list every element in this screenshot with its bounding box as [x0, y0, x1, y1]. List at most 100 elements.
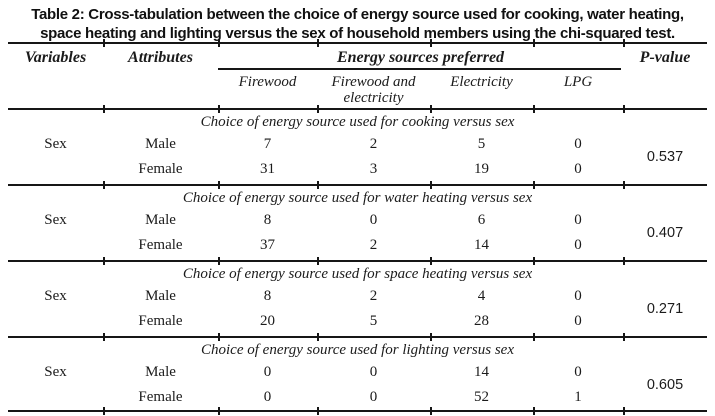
cell-value: 37 [260, 237, 275, 253]
col-header-p-value: P-value [639, 49, 691, 66]
column-tick [218, 407, 220, 415]
section-caption: Choice of energy source used for cooking… [200, 114, 515, 130]
section-lighting: Choice of energy source used for lightin… [8, 338, 707, 410]
section-cooking: Choice of energy source used for cooking… [8, 110, 707, 182]
column-tick [533, 257, 535, 265]
column-tick [103, 105, 105, 113]
column-tick [218, 257, 220, 265]
table-row: Female 0 0 52 1 [8, 385, 707, 410]
variable-label: Sex [44, 136, 67, 152]
rule-under-header [8, 105, 707, 113]
cell-value: 0 [369, 212, 378, 228]
column-tick [430, 105, 432, 113]
table-row: Sex Male 0 0 14 0 [8, 360, 707, 385]
cell-value: 0 [574, 313, 582, 329]
column-tick [317, 181, 319, 189]
cell-value: 5 [477, 136, 486, 152]
section-caption: Choice of energy source used for water h… [182, 190, 533, 206]
column-tick [218, 333, 220, 341]
cell-value: 0 [574, 288, 582, 304]
cell-value: 20 [260, 313, 275, 329]
cell-value: 0 [574, 212, 582, 228]
cell-value: 2 [369, 288, 378, 304]
section-caption: Choice of energy source used for lightin… [201, 342, 514, 358]
column-tick [218, 105, 220, 113]
cell-value: 14 [474, 237, 489, 253]
cell-value: 2 [369, 237, 378, 253]
cell-value: 31 [260, 161, 275, 177]
column-tick [218, 181, 220, 189]
row-label-male: Male [145, 212, 176, 228]
rule-top [8, 39, 707, 47]
column-tick [218, 39, 220, 47]
rule-section-1 [8, 181, 707, 189]
cell-value: 0 [263, 389, 272, 405]
table-caption: Table 2: Cross-tabulation between the ch… [0, 5, 715, 43]
header-row: Variables Attributes Energy sources pref… [8, 47, 707, 69]
col-header-attributes: Attributes [128, 49, 193, 66]
table-row: Sex Male 8 2 4 0 [8, 284, 707, 309]
rule-section-2 [8, 257, 707, 265]
cell-value: 0 [369, 389, 378, 405]
column-tick [430, 333, 432, 341]
section-caption: Choice of energy source used for space h… [182, 266, 533, 282]
row-label-female: Female [138, 313, 183, 329]
row-label-female: Female [138, 389, 183, 405]
column-tick [103, 39, 105, 47]
column-tick [533, 39, 535, 47]
energy-group-underline [218, 68, 621, 70]
rule-section-3 [8, 333, 707, 341]
cell-value: 0 [574, 136, 582, 152]
column-tick [430, 39, 432, 47]
cell-value: 0 [574, 364, 582, 380]
cell-value: 8 [263, 212, 272, 228]
table-row: Sex Male 8 0 6 0 [8, 208, 707, 233]
column-tick [103, 333, 105, 341]
column-tick [430, 181, 432, 189]
column-tick [533, 105, 535, 113]
col-header-electricity: Electricity [450, 74, 513, 90]
cell-value: 7 [263, 136, 272, 152]
column-tick [623, 105, 625, 113]
p-value: 0.537 [646, 149, 684, 165]
cell-value: 0 [369, 364, 378, 380]
row-label-female: Female [138, 161, 183, 177]
column-tick [533, 181, 535, 189]
table-row: Sex Male 7 2 5 0 [8, 132, 707, 157]
p-value: 0.605 [646, 377, 684, 393]
variable-label: Sex [44, 364, 67, 380]
table-caption-line2: space heating and lighting versus the se… [40, 25, 675, 42]
column-tick [430, 257, 432, 265]
col-header-energy-group: Energy sources preferred [336, 49, 505, 66]
table-row: Female 31 3 19 0 [8, 157, 707, 182]
cell-value: 28 [474, 313, 489, 329]
column-tick [623, 39, 625, 47]
cell-value: 14 [474, 364, 489, 380]
p-value: 0.407 [646, 225, 684, 241]
column-tick [317, 105, 319, 113]
cell-value: 52 [474, 389, 489, 405]
cell-value: 19 [474, 161, 489, 177]
variable-label: Sex [44, 212, 67, 228]
column-tick [317, 257, 319, 265]
column-tick [533, 407, 535, 415]
cell-value: 6 [477, 212, 486, 228]
column-tick [623, 333, 625, 341]
column-tick [317, 407, 319, 415]
column-tick [533, 333, 535, 341]
row-label-male: Male [145, 288, 176, 304]
column-tick [430, 407, 432, 415]
col-header-firewood: Firewood [238, 74, 297, 90]
col-header-variables: Variables [24, 49, 87, 66]
cell-value: 3 [369, 161, 378, 177]
table-caption-line1: Table 2: Cross-tabulation between the ch… [31, 6, 684, 23]
col-header-firewood-electricity: Firewood and electricity [331, 74, 416, 106]
section-water-heating: Choice of energy source used for water h… [8, 186, 707, 258]
variable-label: Sex [44, 288, 67, 304]
column-tick [623, 181, 625, 189]
column-tick [103, 181, 105, 189]
p-value: 0.271 [646, 301, 684, 317]
cell-value: 5 [369, 313, 378, 329]
row-label-male: Male [145, 136, 176, 152]
